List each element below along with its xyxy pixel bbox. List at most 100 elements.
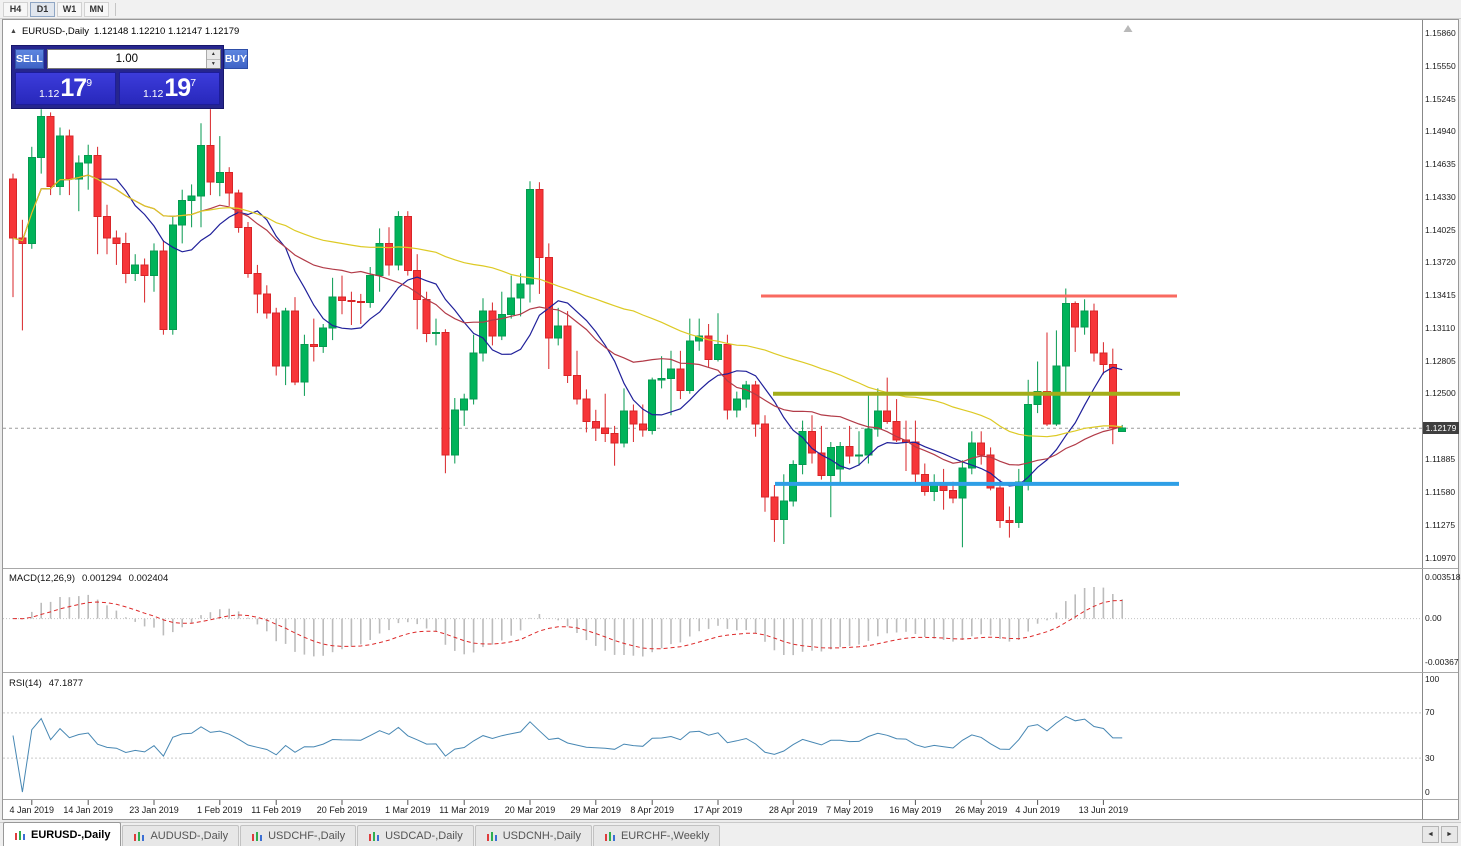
chart-symbol-period: EURUSD-,Daily: [21, 26, 89, 37]
volume-field: ▲ ▼: [46, 49, 221, 69]
tabs-scroll-right-button[interactable]: ►: [1441, 826, 1458, 843]
price-axis-label: 1.13720: [1425, 257, 1456, 268]
rsi-axis-label: 30: [1425, 752, 1435, 763]
price-axis-label: 1.11580: [1425, 487, 1456, 497]
date-axis-label: 16 May 2019: [889, 805, 942, 815]
price-axis-label: 1.12805: [1425, 355, 1456, 366]
spinner-down-icon: ▼: [210, 60, 216, 67]
date-axis-label: 4 Jan 2019: [9, 805, 55, 815]
timeframe-w1-button[interactable]: W1: [57, 1, 82, 17]
price-axis-label: 1.14330: [1425, 191, 1456, 202]
date-axis-label: 14 Jan 2019: [63, 805, 113, 815]
tab-usdcad-daily[interactable]: USDCAD-,Daily: [357, 825, 474, 846]
date-axis-label: 4 Jun 2019: [1015, 805, 1060, 815]
tab-label: EURCHF-,Weekly: [620, 830, 710, 842]
price-axis-label: 1.13110: [1425, 322, 1456, 333]
date-axis-label: 1 Feb 2019: [197, 805, 243, 815]
price-axis[interactable]: 1.12179 1.15860 1.15550 1.15245 1.14940 1.14…: [1422, 20, 1461, 819]
candles-group: [9, 109, 1127, 548]
trade-panel-prices: 1.12 17 9 1.12 19 7: [15, 72, 220, 105]
buy-button[interactable]: BUY: [223, 49, 249, 69]
pane-separator[interactable]: [3, 799, 1458, 800]
timeframe-mn-button[interactable]: MN: [84, 1, 109, 17]
volume-spinner: ▲ ▼: [205, 50, 220, 68]
toolbar-separator: [115, 2, 116, 16]
chart-tab-icon: [369, 832, 380, 841]
volume-input[interactable]: [47, 50, 206, 68]
date-axis-label: 28 Apr 2019: [768, 805, 818, 815]
price-axis-label: 1.12500: [1425, 388, 1456, 399]
date-axis[interactable]: 4 Jan 2019 14 Jan 2019 23 Jan 2019 1 Feb 20…: [3, 800, 1422, 819]
date-axis-label: 29 Mar 2019: [570, 805, 622, 815]
date-axis-label: 23 Jan 2019: [129, 805, 179, 815]
chart-tab-icon: [134, 832, 145, 841]
date-axis-label: 26 May 2019: [955, 805, 1008, 815]
tabs-scroll-left-button[interactable]: ◄: [1422, 826, 1439, 843]
volume-up-button[interactable]: ▲: [206, 50, 220, 59]
price-axis-label: 1.10970: [1425, 552, 1456, 563]
sell-price-prefix: 1.12: [38, 87, 60, 100]
volume-down-button[interactable]: ▼: [206, 58, 220, 68]
tab-eurchf-weekly[interactable]: EURCHF-,Weekly: [592, 825, 721, 846]
macd-main-value: 0.001294: [82, 573, 122, 584]
macd-indicator-label: MACD(12,26,9) 0.001294 0.002404: [9, 573, 168, 584]
date-axis-label: 13 Jun 2019: [1078, 805, 1129, 815]
macd-axis-label: 0.003518: [1425, 571, 1461, 582]
ma-slow-line: [12, 174, 1123, 438]
chart-canvas[interactable]: [3, 20, 1422, 819]
tab-usdchf-daily[interactable]: USDCHF-,Daily: [240, 825, 357, 846]
sell-price-button[interactable]: 1.12 17 9: [15, 72, 116, 105]
date-axis-label: 8 Apr 2019: [630, 805, 674, 815]
one-click-trading-panel: SELL ▲ ▼ BUY 1.12 17 9 1.12 19 7: [11, 45, 249, 109]
rsi-value: 47.1877: [48, 678, 84, 689]
tab-label: AUDUSD-,Daily: [150, 830, 229, 842]
buy-price-pip: 7: [190, 76, 197, 89]
sell-price-main: 17: [60, 74, 87, 102]
timeframe-h4-button[interactable]: H4: [3, 1, 28, 17]
pane-separator[interactable]: [3, 672, 1458, 673]
macd-histogram: [21, 587, 1123, 657]
sell-button[interactable]: SELL: [15, 49, 44, 69]
pane-separator[interactable]: [3, 568, 1458, 569]
chart-quote-header: ▲ EURUSD-,Daily 1.12148 1.12210 1.12147 …: [10, 26, 239, 37]
price-axis-label: 1.14940: [1425, 126, 1456, 137]
price-axis-label: 1.14025: [1425, 224, 1456, 235]
price-axis-label: 1.15860: [1425, 27, 1456, 38]
rsi-name: RSI(14): [9, 678, 42, 689]
buy-price-button[interactable]: 1.12 19 7: [119, 72, 220, 105]
buy-price-prefix: 1.12: [142, 87, 164, 100]
chart-window: ▲ EURUSD-,Daily 1.12148 1.12210 1.12147 …: [2, 19, 1461, 820]
date-axis-label: 11 Feb 2019: [251, 805, 302, 815]
tab-label: USDCNH-,Daily: [502, 830, 581, 842]
chart-tab-icon: [15, 830, 25, 840]
macd-signal-line: [12, 600, 1123, 650]
rsi-line: [12, 715, 1123, 793]
price-axis-label: 1.11275: [1425, 519, 1456, 530]
date-axis-label: 17 Apr 2019: [693, 805, 743, 815]
tab-audusd-daily[interactable]: AUDUSD-,Daily: [122, 825, 240, 846]
macd-axis-label: 0.00: [1425, 613, 1442, 624]
tab-navigation: ◄ ►: [1422, 826, 1458, 843]
price-axis-label: 1.15550: [1425, 60, 1456, 71]
price-axis-label: 1.14635: [1425, 159, 1456, 169]
spinner-up-icon: ▲: [210, 51, 216, 58]
chart-ohlc-values: 1.12148 1.12210 1.12147 1.12179: [93, 26, 240, 37]
collapse-trade-panel-icon[interactable]: ▲: [10, 28, 17, 35]
timeframe-d1-button[interactable]: D1: [30, 1, 55, 17]
timeframe-toolbar: H4 D1 W1 MN: [0, 0, 1461, 19]
tab-label: USDCHF-,Daily: [268, 830, 346, 842]
sell-price-pip: 9: [86, 76, 93, 89]
current-price-badge: 1.12179: [1423, 422, 1459, 435]
price-axis-label: 1.11885: [1425, 454, 1456, 465]
tab-next-icon: ►: [1446, 831, 1453, 838]
date-axis-label: 7 May 2019: [826, 805, 874, 815]
rsi-axis-label: 100: [1425, 673, 1440, 684]
price-axis-label: 1.15245: [1425, 93, 1456, 104]
tab-eurusd-daily[interactable]: EURUSD-,Daily: [3, 822, 122, 846]
tab-usdcnh-daily[interactable]: USDCNH-,Daily: [474, 825, 592, 846]
shift-marker-icon[interactable]: [1123, 25, 1133, 32]
date-tick-marks: [31, 800, 1104, 805]
rsi-axis-label: 70: [1425, 707, 1435, 718]
date-axis-label: 11 Mar 2019: [439, 805, 490, 815]
